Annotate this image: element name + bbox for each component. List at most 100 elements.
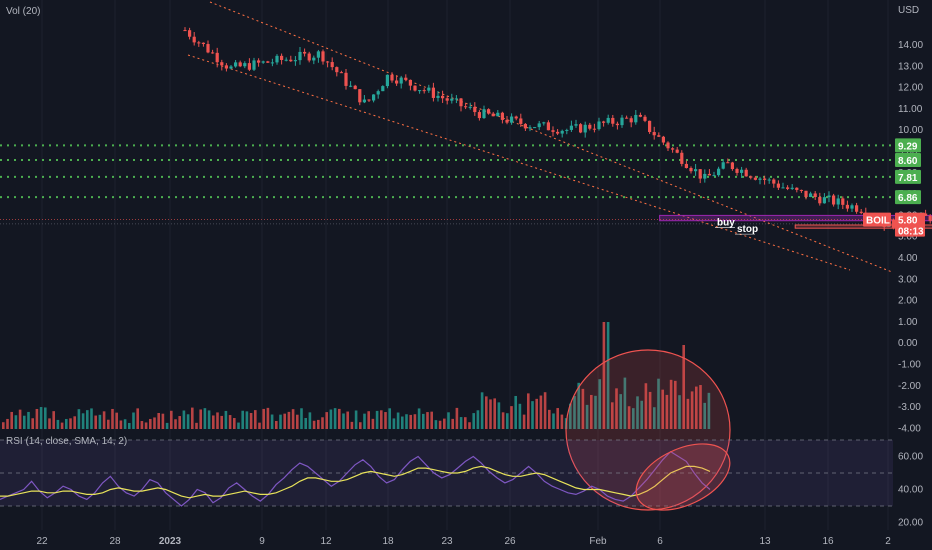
candle-body [487,109,491,114]
volume-bar [518,403,522,429]
volume-bar [346,411,349,429]
level-price-tag [895,153,921,168]
volume-bar [602,322,606,429]
volume-bar [77,409,81,429]
horizontal-levels[interactable] [0,144,893,199]
candle-body [620,117,624,126]
candle-body [505,119,509,123]
candle-body [280,55,284,60]
volume-bar [522,414,526,429]
volume-bar [178,416,181,429]
candle-body [408,79,412,86]
candle-body [464,106,468,108]
candle-body [809,193,813,197]
volume-bar [241,410,244,429]
volume-bar [640,400,643,429]
volume-bar [170,410,173,429]
volume-bar [384,412,387,429]
candle-body [275,55,279,63]
candle-body [247,63,251,70]
candle-body [266,61,270,63]
y-tick-label: 14.00 [898,40,923,51]
candle-body [666,142,670,149]
level-price-text: 6.86 [898,193,918,204]
volume-bar [199,409,202,429]
volume-bar [98,414,102,429]
volume-bar [703,402,706,429]
volume-bar [14,415,18,429]
volume-bar [405,414,408,429]
volume-bar [678,395,681,429]
candle-body [454,98,458,100]
countdown-text: 08:13 [898,227,924,238]
candle-body [220,62,224,66]
volume-bar [287,411,291,429]
candle-body [353,85,357,90]
volume-bar [258,422,261,429]
x-tick-label: 2 [885,536,891,547]
level-price-tag [895,190,921,205]
volume-bar [56,419,60,429]
candle-body [289,59,293,62]
rsi-highlight-ellipse[interactable] [626,430,740,523]
x-tick-label: 2023 [159,536,182,547]
volume-bar [632,408,635,429]
volume-bar [657,378,660,429]
volume-bar [485,396,488,429]
volume-bar [426,412,429,429]
candle-body [422,90,426,92]
volume-bar [132,412,135,429]
candle-body [431,87,435,98]
volume-bar [539,395,543,429]
candle-body [891,219,895,228]
volume-bar [153,417,156,429]
candle-body [367,99,371,101]
candle-body [850,205,854,209]
candle-body [657,135,661,137]
volume-bar [216,412,219,429]
candle-body [459,98,463,107]
volume-bar [207,410,211,429]
candle-body [192,36,196,43]
volume-bar [39,407,43,429]
volume-bar [291,409,295,429]
candle-body [395,80,399,84]
rsi-ma-line [0,465,711,499]
candle-body [707,173,711,176]
volume-bar [157,412,160,429]
candle-body [339,72,343,74]
volume-bar [699,385,702,429]
candle-body [514,116,518,119]
volume-highlight-circle[interactable] [565,349,731,511]
candle-body [827,195,831,198]
volume-bar [363,413,366,429]
volume-bar [606,322,610,429]
volume-bar [476,410,480,429]
volume-bar [27,411,30,429]
volume-bar [308,412,312,429]
candle-body [413,85,417,91]
volume-bar [195,422,198,429]
volume-bar [350,421,354,429]
candle-body [799,189,803,191]
y-tick-label: 13.00 [898,61,923,72]
candle-body [257,60,261,63]
volume-bar [182,410,186,429]
candle-body [671,148,675,150]
volume-bar [329,409,333,429]
volume-bar [149,418,152,429]
volume-bar [493,398,496,429]
volume-bar [611,402,614,429]
candle-body [293,60,297,62]
candle-body [694,169,698,172]
candle-body [473,106,477,113]
x-tick-label: 13 [759,536,771,547]
volume-bar [115,412,118,429]
volume-bar [674,380,677,429]
volume-bar [161,413,165,429]
candle-body [703,173,707,179]
candle-body [482,109,486,119]
candle-body [606,117,610,123]
candle-body [542,122,546,124]
